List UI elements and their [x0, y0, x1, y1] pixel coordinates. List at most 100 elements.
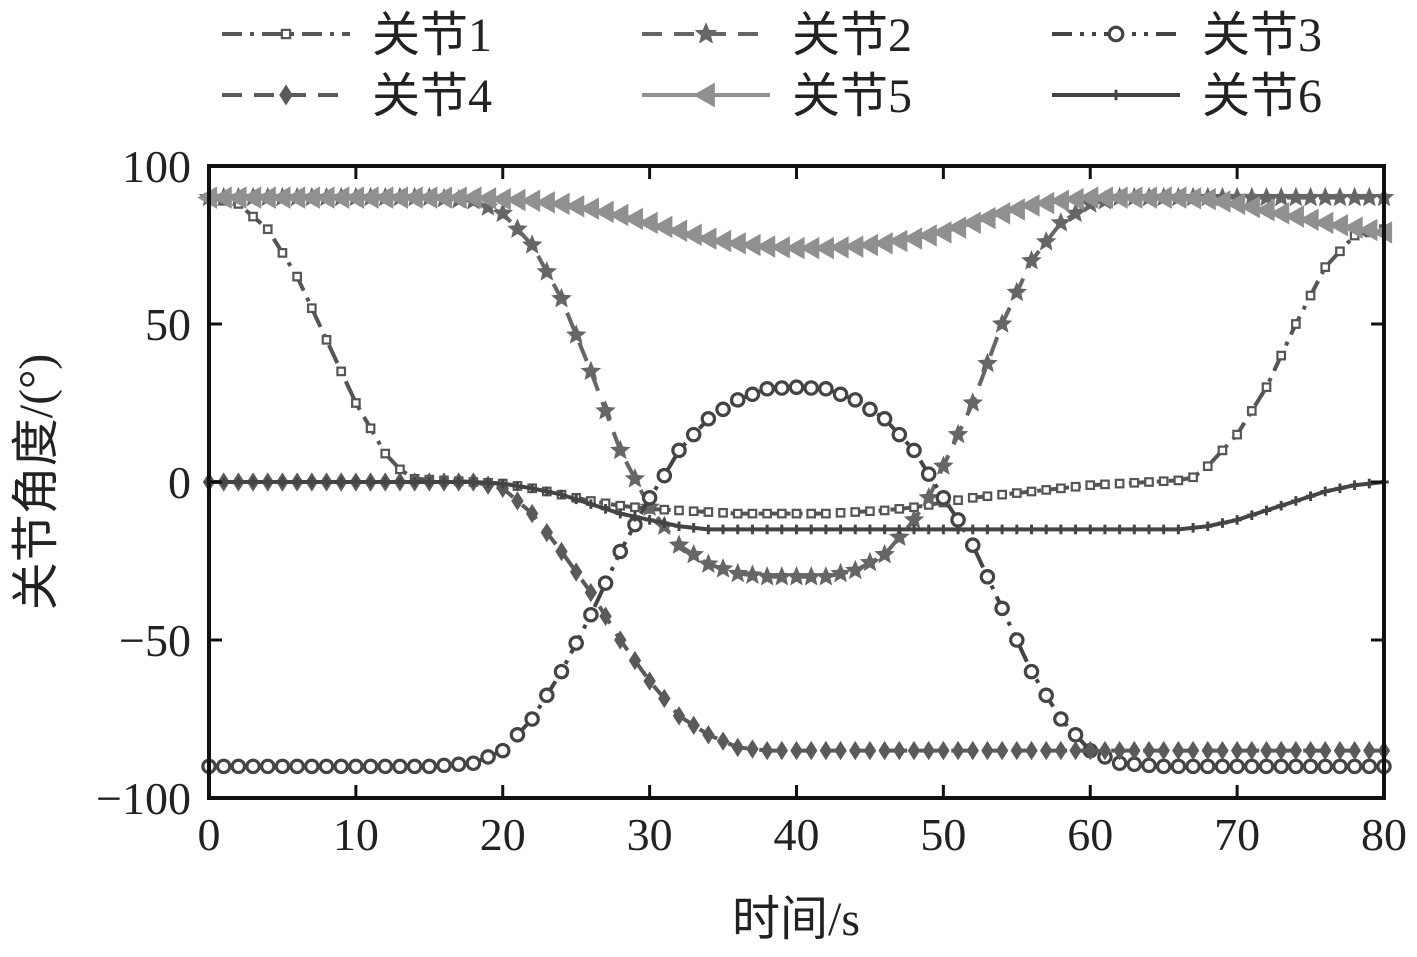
- legend-label: 关节4: [372, 70, 492, 123]
- series-5-point: [226, 186, 247, 209]
- series-6-point: [1129, 524, 1140, 535]
- series-3-point: [509, 727, 526, 743]
- series-5-point: [1269, 202, 1290, 225]
- series-2-point: [1315, 186, 1336, 207]
- series-6-point: [1012, 524, 1022, 535]
- x-tick-label: 70: [1214, 809, 1260, 860]
- series-5-point: [1078, 186, 1099, 209]
- series-3-point: [1244, 758, 1260, 775]
- x-tick-label: 0: [198, 809, 221, 860]
- legend-marker: [1107, 25, 1125, 43]
- series-4-point: [702, 725, 715, 745]
- series-5-point: [858, 233, 879, 257]
- series-1-point: [982, 491, 993, 502]
- y-tick-label: −100: [96, 773, 191, 824]
- series-1-point: [1305, 290, 1316, 301]
- series-4-point: [1054, 740, 1068, 761]
- series-6-point: [1041, 524, 1051, 535]
- series-3-point: [1038, 687, 1054, 704]
- series-3-point: [832, 386, 849, 403]
- series-3-point: [612, 543, 629, 560]
- series-6-point: [248, 477, 258, 487]
- series-4-point: [1260, 740, 1273, 761]
- series-5-point: [946, 216, 967, 239]
- series-1-point: [1056, 483, 1066, 494]
- series-6-point: [262, 477, 273, 487]
- series-3-point: [1185, 758, 1201, 775]
- series-2-point: [1285, 186, 1307, 207]
- series-2-point: [977, 352, 998, 373]
- series-3-point: [964, 537, 981, 553]
- series-2-point: [624, 468, 646, 488]
- series-4-point: [746, 739, 759, 759]
- series-1-point: [1129, 477, 1140, 488]
- series-6-point: [512, 481, 523, 491]
- ticks-layer: 0 10 20 30 40 50 60 70 80 −100 −50 0 50 100: [96, 141, 1407, 860]
- series-2-point: [1359, 186, 1380, 207]
- series-4-point: [1157, 740, 1170, 761]
- series-3-point: [744, 386, 761, 403]
- series-2-point: [771, 566, 793, 586]
- series-1-point: [1114, 478, 1125, 489]
- series-6-point: [997, 524, 1007, 535]
- series-1-point: [850, 507, 861, 517]
- series-1-point: [806, 508, 817, 519]
- series-6-point: [1056, 524, 1066, 535]
- series-5-point: [1254, 198, 1275, 222]
- series-6-point: [1144, 524, 1154, 535]
- series-5-point: [314, 186, 335, 209]
- series-4-point: [1010, 740, 1024, 761]
- series-5-point: [726, 232, 746, 255]
- series-6-point: [1261, 505, 1272, 516]
- series-5-point: [652, 215, 673, 239]
- series-6-point: [351, 477, 361, 487]
- series-5-point: [696, 227, 717, 250]
- series-6-point: [850, 524, 861, 535]
- series-5-point: [1151, 186, 1172, 209]
- series-2-point: [1065, 202, 1086, 223]
- series-6-point: [732, 524, 743, 535]
- series-6-point: [644, 515, 655, 525]
- series-6-point: [1276, 500, 1286, 511]
- legend-label: 关节3: [1202, 9, 1322, 62]
- series-3-point: [862, 401, 878, 418]
- series-3-point: [935, 490, 952, 506]
- series-2-point: [991, 313, 1013, 333]
- series-3-point: [494, 742, 511, 759]
- series-2-point: [1300, 186, 1321, 207]
- series-6-point: [336, 477, 346, 487]
- legend-marker: [280, 28, 292, 40]
- series-4-point: [525, 503, 539, 524]
- series-3-point: [715, 401, 731, 418]
- series-6-point: [718, 524, 728, 535]
- series-6-point: [453, 477, 464, 487]
- series-5-point: [549, 192, 570, 216]
- series-5-point: [843, 235, 864, 258]
- series-1-point: [967, 492, 978, 503]
- series-2-point: [507, 218, 528, 238]
- series-5-point: [667, 219, 688, 243]
- series-4-point: [907, 740, 921, 761]
- series-4-point: [995, 740, 1009, 761]
- series-6-point: [865, 524, 875, 535]
- series-6-point: [982, 524, 993, 535]
- series-6-point: [1217, 518, 1228, 528]
- series-3-point: [318, 758, 335, 775]
- series-3-point: [1170, 758, 1187, 775]
- series-4-point: [1245, 740, 1259, 761]
- series-1-point: [835, 507, 846, 518]
- series-5-point: [300, 186, 320, 209]
- series-3-point: [289, 758, 305, 775]
- series-1-point: [1217, 445, 1228, 456]
- series-5-point: [402, 186, 423, 209]
- series-6-point: [542, 486, 552, 497]
- series-6-point: [1291, 496, 1301, 506]
- series-3-point: [348, 758, 364, 775]
- x-tick-label: 40: [774, 809, 820, 860]
- series-6-point: [321, 477, 332, 487]
- series-4-point: [1274, 740, 1288, 761]
- series-6-point: [586, 499, 596, 509]
- series-6-point: [762, 524, 772, 535]
- series-1-point: [688, 506, 699, 517]
- series-1-point: [1085, 480, 1096, 491]
